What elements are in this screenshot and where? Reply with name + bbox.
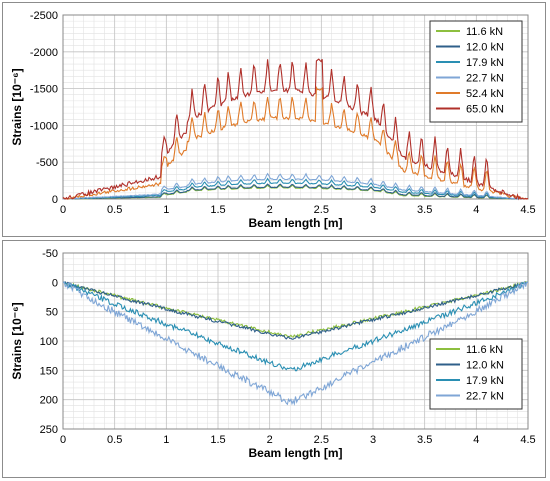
series-line: [63, 281, 528, 372]
bottom-chart-panel: 0 0.5 1 1.5 2 2.5 3 3.5 4 4.5 -50 0 50 100 150 200 250 Be…: [2, 240, 546, 478]
series-line: [63, 281, 528, 406]
x-tick-label: 0.5: [107, 204, 122, 216]
y-axis-title: Strains [10⁻⁶]: [10, 68, 24, 145]
y-tick-label: 100: [40, 336, 58, 348]
plot-area: [62, 14, 529, 200]
top-chart-panel: 0 0.5 1 1.5 2 2.5 3 3.5 4 4.5 -2500 -2000 -1500 -1000…: [2, 2, 546, 237]
x-tick-label: 2.5: [314, 434, 329, 446]
y-tick-label: 0: [52, 277, 58, 289]
series-line: [62, 85, 529, 200]
x-tick-label: 2.5: [314, 204, 329, 216]
series-line: [62, 183, 528, 200]
x-axis-title: Beam length [m]: [248, 216, 342, 230]
x-tick-label: 1: [163, 204, 169, 216]
x-tick-label: 3: [370, 434, 376, 446]
top-chart: 0 0.5 1 1.5 2 2.5 3 3.5 4 4.5 -2500 -2000 -1500 -1000…: [10, 10, 536, 230]
legend-label: 65.0 kN: [466, 104, 504, 116]
x-tick-label: 4.5: [520, 204, 535, 216]
legend-label: 22.7 kN: [466, 73, 504, 85]
series-line: [63, 172, 528, 200]
x-tick-label: 1.5: [210, 434, 225, 446]
legend-box: [429, 338, 523, 410]
y-tick-label: -2000: [30, 47, 58, 59]
legend-label: 17.9 kN: [466, 57, 504, 69]
y-tick-label: -1000: [30, 120, 58, 132]
x-tick-label: 3.5: [417, 204, 432, 216]
legend: 11.6 kN 12.0 kN 17.9 kN 22.7 kN 52.4 kN 65.0 …: [429, 20, 523, 123]
x-tick-label: 2: [267, 434, 273, 446]
y-tick-label: 250: [40, 424, 58, 436]
x-tick-label: 0.5: [107, 434, 122, 446]
legend-label: 12.0 kN: [466, 360, 504, 372]
y-tick-label: -1500: [30, 84, 58, 96]
series-line: [62, 177, 528, 200]
legend-label: 17.9 kN: [466, 375, 504, 387]
y-tick-label: -50: [42, 248, 58, 260]
x-tick-label: 3: [370, 204, 376, 216]
series-line: [62, 58, 529, 201]
legend-label: 12.0 kN: [466, 42, 504, 54]
y-tick-label: 150: [40, 365, 58, 377]
x-tick-label: 4.5: [520, 434, 535, 446]
x-tick-label: 0: [60, 434, 66, 446]
x-tick-label: 4: [473, 434, 479, 446]
legend-label: 11.6 kN: [466, 344, 503, 356]
legend-label: 52.4 kN: [466, 88, 504, 100]
x-tick-label: 1.5: [210, 204, 225, 216]
y-axis-title: Strains [10⁻⁶]: [10, 302, 24, 379]
y-tick-label: 0: [52, 194, 58, 206]
x-axis-title: Beam length [m]: [248, 446, 342, 460]
legend-label: 11.6 kN: [466, 26, 503, 38]
bottom-chart: 0 0.5 1 1.5 2 2.5 3 3.5 4 4.5 -50 0 50 100 150 200 250 Be…: [10, 248, 536, 460]
x-tick-label: 0: [60, 204, 66, 216]
legend-label: 22.7 kN: [466, 391, 504, 403]
y-tick-label: 50: [46, 307, 58, 319]
x-tick-label: 2: [267, 204, 273, 216]
series-line: [63, 281, 528, 340]
x-tick-label: 4: [473, 204, 479, 216]
legend-box: [429, 20, 523, 123]
plot-area: [62, 252, 529, 430]
y-tick-label: -2500: [30, 10, 58, 22]
y-tick-label: 200: [40, 395, 58, 407]
x-tick-label: 1: [163, 434, 169, 446]
legend: 11.6 kN 12.0 kN 17.9 kN 22.7 kN: [429, 338, 523, 410]
y-tick-label: -500: [36, 157, 58, 169]
x-tick-label: 3.5: [417, 434, 432, 446]
